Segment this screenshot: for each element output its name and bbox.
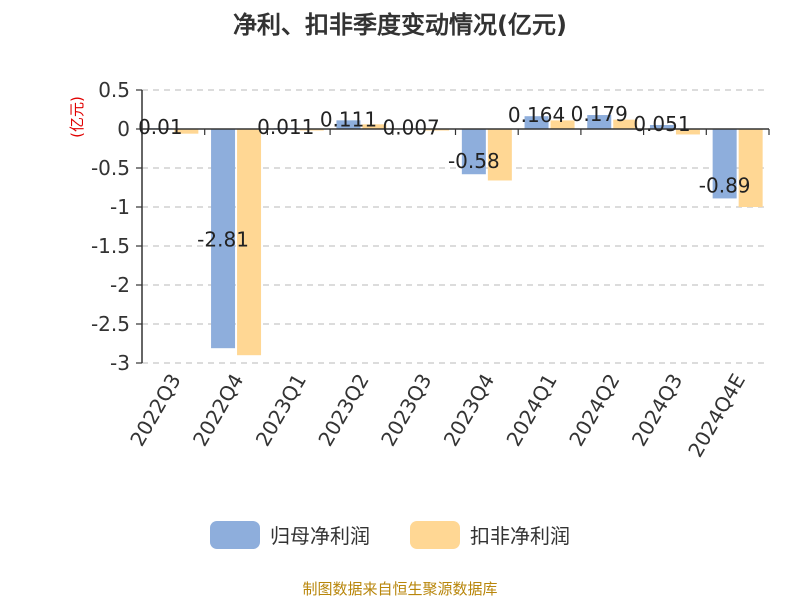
bar-deducted-profit	[550, 120, 575, 129]
data-label: 0.111	[320, 107, 377, 131]
legend[interactable]: 归母净利润 扣非净利润	[210, 521, 570, 549]
y-tick-label: 0.5	[98, 78, 130, 102]
footer-source: 制图数据来自恒生聚源数据库	[302, 580, 497, 598]
x-tick-label: 2023Q3	[376, 370, 436, 451]
x-tick-label: 2022Q3	[125, 370, 185, 451]
bars	[148, 115, 763, 356]
bar-deducted-profit	[237, 129, 262, 356]
legend-label[interactable]: 扣非净利润	[470, 524, 570, 548]
y-tick-label: -0.5	[91, 156, 130, 180]
bar-net-profit	[712, 129, 737, 199]
x-ticks: 2022Q3 2022Q4 2023Q1 2023Q2 2023Q3 2023Q4 2024…	[125, 370, 750, 462]
legend-label[interactable]: 归母净利润	[270, 524, 370, 548]
data-label: 0.164	[508, 103, 565, 127]
data-label: -0.89	[699, 173, 751, 197]
bar-net-profit	[649, 125, 674, 129]
x-tick-label: 2022Q4	[188, 370, 248, 451]
bar-deducted-profit	[613, 119, 638, 129]
x-tick-label: 2024Q1	[501, 370, 561, 451]
bar-net-profit	[587, 115, 612, 129]
x-tick-label: 2024Q3	[627, 370, 687, 451]
y-tick-label: -1	[110, 195, 130, 219]
chart-title: 净利、扣非季度变动情况(亿元)	[233, 11, 567, 39]
bar-net-profit	[461, 129, 486, 175]
y-tick-label: 0	[117, 117, 130, 141]
y-ticks: 0.5 0 -0.5 -1 -1.5 -2 -2.5 -3	[91, 78, 142, 375]
data-label: 0.007	[383, 115, 440, 139]
bar-net-profit	[211, 129, 236, 349]
data-label: 0.051	[633, 112, 690, 136]
x-tick-label: 2023Q1	[251, 370, 311, 451]
bar-deducted-profit	[675, 129, 700, 135]
data-labels: 0.01 -2.81 0.011 0.111 0.007 -0.58 0.164 0.179 0…	[138, 102, 750, 252]
x-tick-label: 2023Q4	[439, 370, 499, 451]
bar-deducted-profit	[299, 129, 324, 131]
x-tick-label: 2023Q2	[313, 370, 373, 451]
y-tick-label: -2.5	[91, 312, 130, 336]
bar-deducted-profit	[487, 129, 512, 181]
y-tick-label: -1.5	[91, 234, 130, 258]
legend-swatch[interactable]	[210, 521, 260, 549]
bar-net-profit	[524, 116, 549, 129]
y-tick-label: -3	[110, 351, 130, 375]
x-tick-label: 2024Q4E	[683, 370, 750, 462]
bar-deducted-profit	[174, 129, 199, 134]
bar-deducted-profit	[362, 124, 387, 129]
x-tick-label: 2024Q2	[564, 370, 624, 451]
data-label: 0.179	[571, 102, 628, 126]
bar-deducted-profit	[738, 129, 763, 207]
axes	[141, 90, 770, 363]
y-axis-unit-label: (亿元)	[68, 96, 86, 138]
legend-swatch[interactable]	[410, 521, 460, 549]
data-label: 0.01	[138, 115, 183, 139]
data-label: -0.58	[448, 149, 500, 173]
data-label: 0.011	[257, 115, 314, 139]
bar-deducted-profit	[425, 129, 450, 131]
data-label: -2.81	[197, 228, 249, 252]
y-tick-label: -2	[110, 273, 130, 297]
bar-net-profit	[336, 120, 361, 129]
